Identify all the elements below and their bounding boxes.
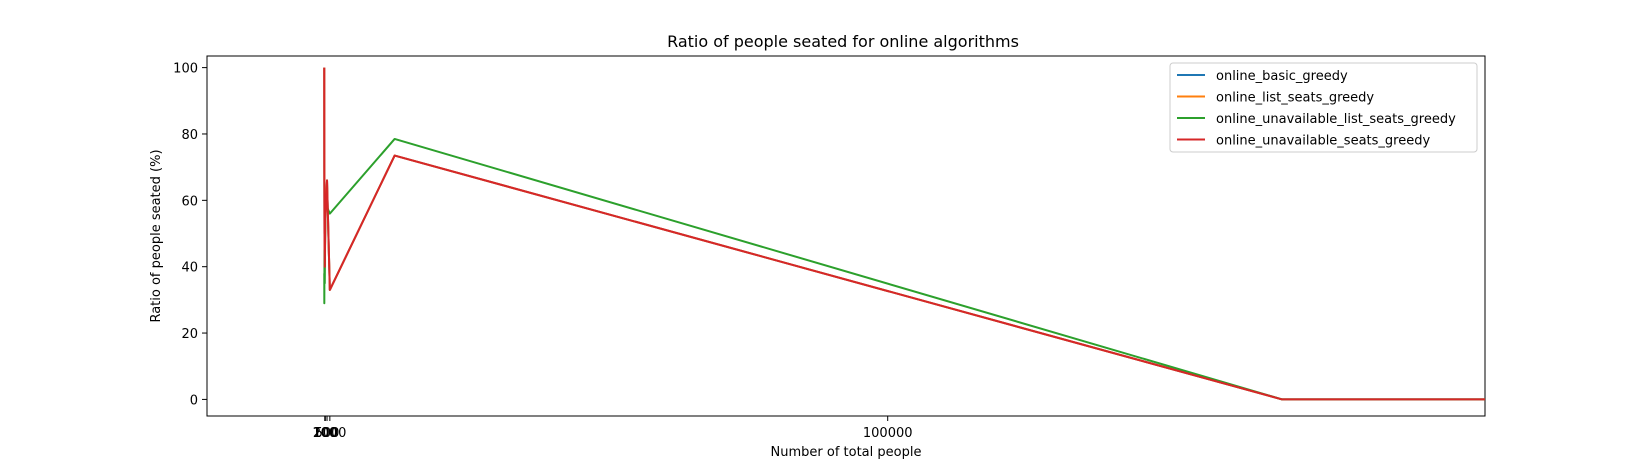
y-axis-label: Ratio of people seated (%) [149,149,164,322]
x-axis-label: Number of total people [771,445,922,460]
legend-label: online_basic_greedy [1216,69,1348,84]
y-tick-label: 60 [181,194,198,209]
x-tick-label: 100000 [863,426,913,441]
series-line-online-unavailable-seats-greedy [323,67,1485,401]
x-tick-label: 500 [315,426,340,441]
axes-frame [206,55,1486,417]
chart-title: Ratio of people seated for online algori… [667,32,1019,51]
legend-frame [1169,62,1478,153]
y-axis-ticks: 0 20 40 60 80 100 [173,62,207,408]
y-tick-label: 100 [173,62,198,77]
legend-items: online_basic_greedy online_list_seats_gre… [1177,69,1456,149]
y-tick-label: 0 [190,393,198,408]
x-tick-label: 1000 [313,426,346,441]
legend: online_basic_greedy online_list_seats_gre… [1169,62,1478,153]
y-tick-label: 40 [181,261,198,276]
plot-area [206,55,1486,417]
series-line-online-unavailable-list-seats-greedy [323,137,1485,401]
legend-label: online_unavailable_list_seats_greedy [1216,112,1456,127]
x-tick-label: 200 [313,426,338,441]
y-tick-label: 20 [181,327,198,342]
x-tick-label: 100 [312,426,337,441]
series-group [323,67,1485,401]
legend-label: online_unavailable_seats_greedy [1216,134,1430,149]
legend-label: online_list_seats_greedy [1216,91,1374,106]
y-tick-label: 80 [181,128,198,143]
